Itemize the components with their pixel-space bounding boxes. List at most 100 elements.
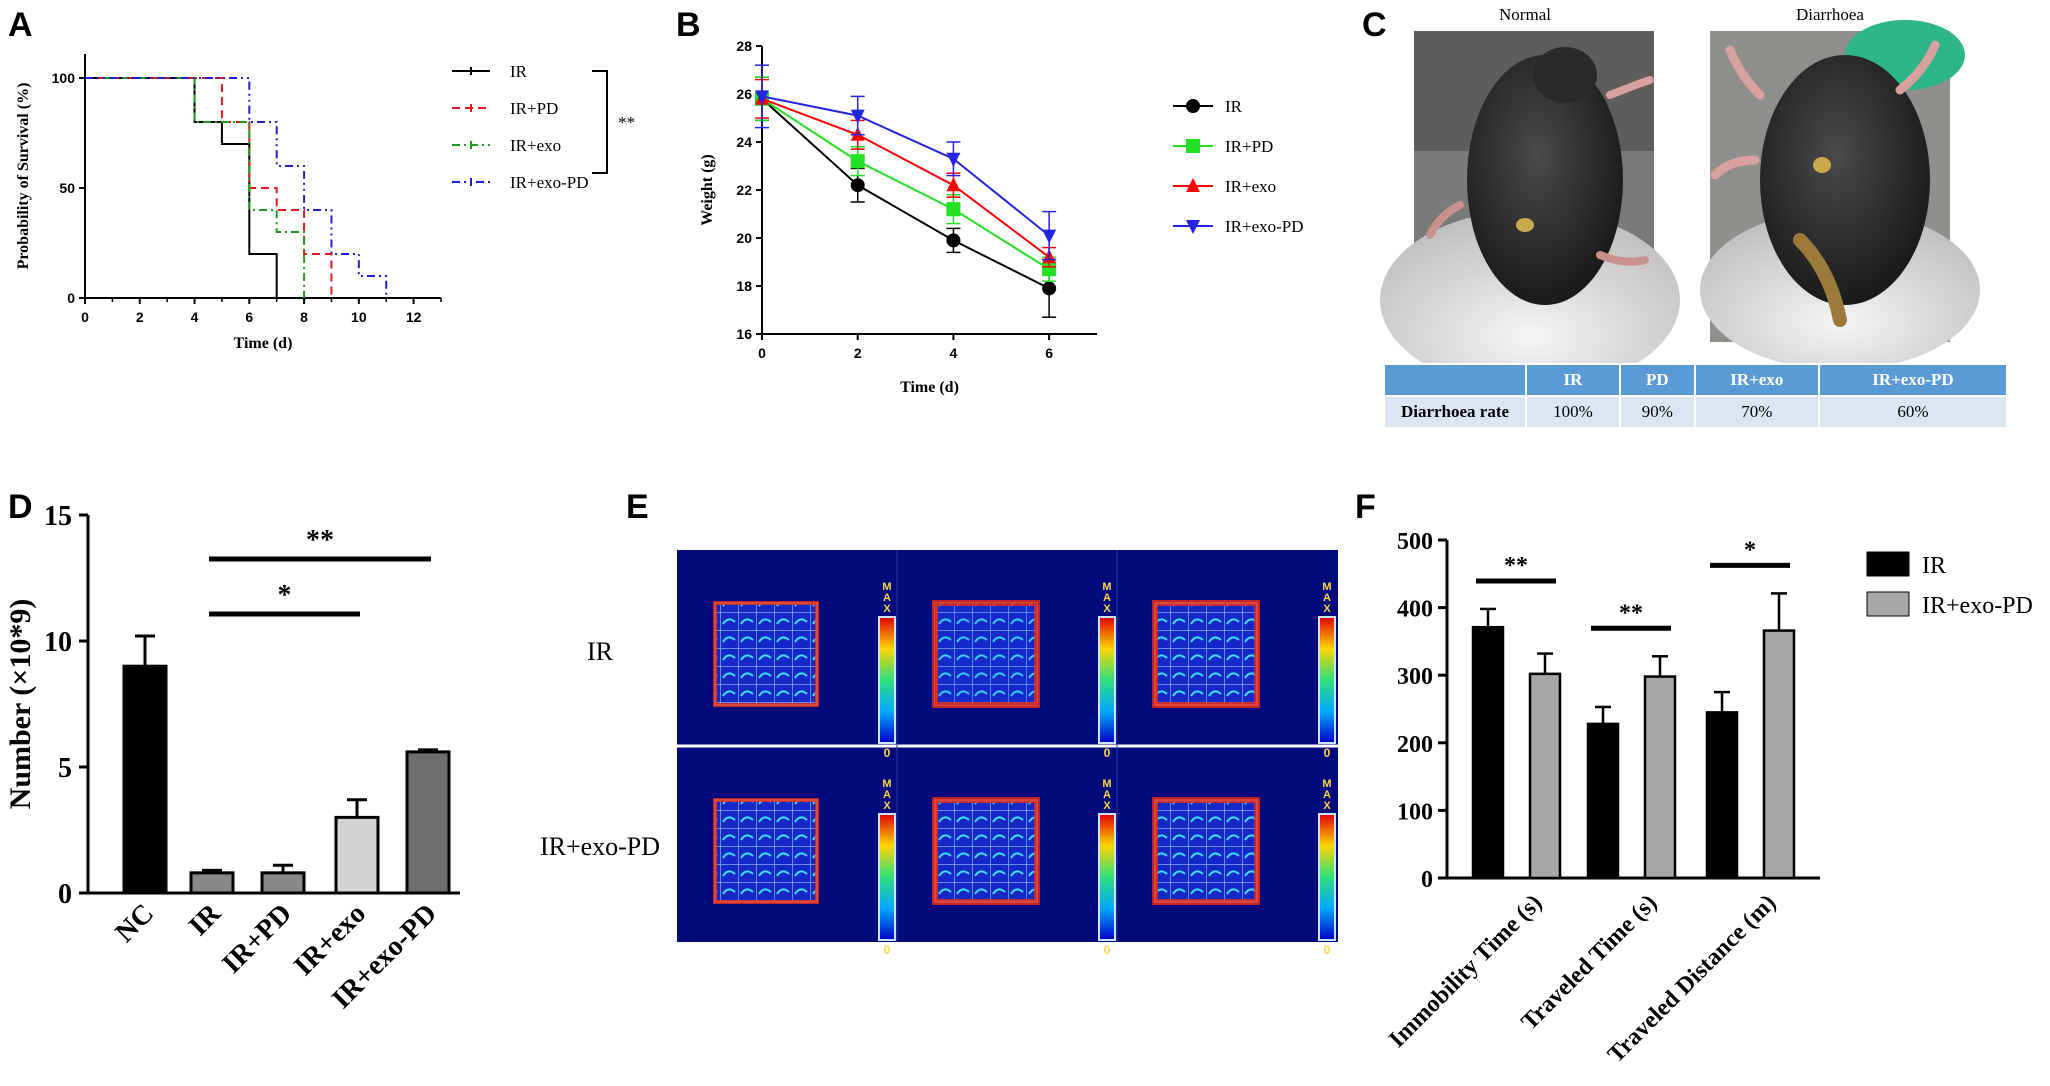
x-tick-label: 0 [758,345,766,361]
table-row-label: Diarrhoea rate [1383,395,1527,429]
scale-max-label: X [1323,603,1331,615]
scale-min-label: 0 [1104,746,1111,760]
data-point [946,152,961,167]
y-tick-label: 28 [736,38,752,54]
table-header-ir-exo: IR+exo [1693,363,1820,397]
survival-line [85,77,278,298]
diarrhoea-rate-table: IR PD IR+exo IR+exo-PD Diarrhoea rate 10… [1383,363,2009,429]
survival-line [85,77,333,298]
bar [122,664,168,895]
scale-max-label: A [1103,789,1111,801]
scale-min-label: 0 [1324,746,1331,760]
weight-line [761,97,1050,271]
arena-heatmap [1154,799,1258,903]
x-tick-label: Immobility Time (s) [1384,890,1547,1053]
bar [1471,625,1505,880]
legend-label: IR+exo-PD [1225,217,1304,236]
y-tick-label: 20 [736,230,752,246]
legend-swatch [1866,551,1910,577]
y-tick-label: 18 [736,278,752,294]
scale-max-label: A [1323,789,1331,801]
bar [1762,629,1796,880]
significance-label: ** [1619,600,1643,626]
data-point [1042,229,1057,244]
bar [1643,675,1677,880]
y-tick-label: 100 [52,70,76,86]
legend-label: IR+exo-PD [510,173,589,192]
survival-chart: 0 2 4 6 8 10 12 0 50 100 Time (d) Probability of Su… [15,54,635,352]
y-tick-label: 10 [44,627,72,658]
y-tick-label: 26 [736,86,752,102]
scale-min-label: 0 [1324,943,1331,957]
legend-label: IR [1922,553,1946,579]
bar [1586,722,1620,880]
table-header-ir-exo-pd: IR+exo-PD [1817,363,2009,397]
y-tick-label: 5 [58,753,72,784]
color-scale-bar [1318,616,1336,744]
legend-marker [1186,178,1200,192]
legend-label: IR+exo [1225,177,1276,196]
legend-label: IR [510,62,528,81]
heatmap-row-label-ir: IR [587,637,614,666]
y-tick-label: 15 [44,501,72,532]
photo-normal-mouse [1380,31,1680,390]
significance-label: ** [618,113,635,132]
x-tick-label: 4 [191,309,199,325]
survival-line [85,77,306,298]
weight-line [761,95,1050,237]
table-cell: 70% [1693,395,1820,429]
x-tick-label: IR [183,897,227,941]
scale-min-label: 0 [884,746,891,760]
scale-max-label: X [883,603,891,615]
x-tick-label: 10 [351,309,367,325]
y-tick-label: 16 [736,326,752,342]
x-tick-label: 6 [245,309,253,325]
x-tick-label: 2 [854,345,862,361]
legend-label: IR+exo-PD [1922,593,2033,619]
significance-label: * [1744,537,1756,563]
legend-marker [1186,139,1200,153]
arena-border-hotspot [713,798,819,904]
x-tick-label: 8 [300,309,308,325]
significance-label: * [278,580,292,611]
legend-label: IR+exo [510,136,561,155]
data-point [850,178,865,193]
y-tick-label: 50 [59,180,75,196]
x-tick-label: 0 [81,309,89,325]
significance-label: ** [306,525,334,556]
photo-label-normal: Normal [1499,5,1551,24]
photo-diarrhoea-mouse [1700,20,1980,370]
y-tick-label: 500 [1397,529,1433,555]
significance-bracket [592,70,608,174]
x-tick-label: 4 [950,345,958,361]
survival-line [85,77,388,298]
y-tick-label: 300 [1397,664,1433,690]
arena-heatmap [1154,602,1258,706]
scale-max-label: M [1322,581,1331,593]
arena-border-hotspot [1152,600,1260,708]
y-tick-label: 24 [736,134,752,150]
y-tick-label: 0 [58,879,72,910]
x-axis-label: Time (d) [900,379,959,396]
data-point [1042,262,1057,277]
color-scale-bar [878,813,896,941]
table-header-ir: IR [1525,363,1621,397]
data-point [850,154,865,169]
significance-label: ** [1504,553,1528,579]
scale-max-label: X [883,800,891,812]
x-axis-label: Time (d) [234,335,293,352]
arena-heatmap [934,799,1038,903]
bar [260,871,306,895]
y-tick-label: 0 [1421,867,1433,893]
x-tick-label: IR+PD [216,898,298,980]
x-tick-label: NC [109,898,160,949]
y-tick-label: 400 [1397,597,1433,623]
data-point [1042,281,1057,296]
panel-label-f: F [1355,488,1376,526]
x-tick-label: 2 [136,309,144,325]
table-cell: 60% [1817,395,2009,429]
scale-max-label: M [1322,778,1331,790]
panel-label-e: E [626,488,649,526]
